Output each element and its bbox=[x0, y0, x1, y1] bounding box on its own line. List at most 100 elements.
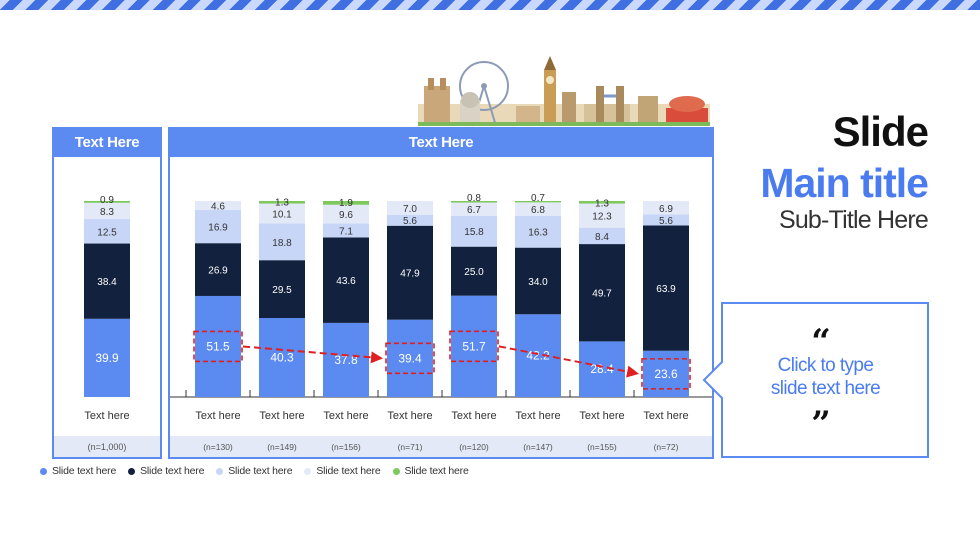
highlight-box-3 bbox=[385, 342, 435, 375]
category-label-4: Text here bbox=[451, 410, 496, 422]
legend-item-0: Slide text here bbox=[40, 464, 116, 478]
bar-3-segment-0 bbox=[387, 319, 433, 397]
bar-6-label-1: 49.7 bbox=[592, 289, 612, 300]
bar-2-label-3: 9.6 bbox=[339, 210, 353, 221]
bar-4-segment-2 bbox=[451, 215, 497, 247]
category-label-2: Text here bbox=[323, 410, 368, 422]
legend-swatch-4 bbox=[392, 467, 400, 475]
open-quote-icon: “ bbox=[811, 322, 831, 362]
bar-0-segment-2 bbox=[195, 210, 241, 244]
left-bar-segment-1 bbox=[84, 243, 130, 319]
legend-item-2: Slide text here bbox=[216, 464, 293, 478]
bar-2-segment-1 bbox=[323, 237, 369, 323]
bar-6-label-3: 12.3 bbox=[592, 212, 612, 223]
bar-5-segment-2 bbox=[515, 215, 561, 248]
left-bar-label-1: 38.4 bbox=[97, 277, 117, 288]
left-panel-header: Text Here bbox=[54, 129, 160, 157]
left-chart-panel: Text Here bbox=[52, 127, 162, 459]
bar-5-segment-0 bbox=[515, 314, 561, 397]
bar-2-label-1: 43.6 bbox=[336, 276, 356, 287]
category-label-3: Text here bbox=[387, 410, 432, 422]
legend-label-2: Slide text here bbox=[228, 465, 293, 477]
category-label-1: Text here bbox=[259, 410, 304, 422]
bar-1-label-4: 1.3 bbox=[275, 197, 289, 208]
trend-arrow-1 bbox=[498, 345, 640, 378]
bar-2-label-2: 7.1 bbox=[339, 226, 353, 237]
bar-1-segment-3 bbox=[259, 203, 305, 224]
bar-2-segment-2 bbox=[323, 223, 369, 238]
category-label-6: Text here bbox=[579, 410, 624, 422]
bar-1-segment-0 bbox=[259, 318, 305, 397]
legend-item-1: Slide text here bbox=[128, 464, 204, 478]
main-title: Main title bbox=[760, 160, 929, 206]
bar-7-label-3: 6.9 bbox=[659, 204, 673, 215]
highlight-box-7 bbox=[641, 358, 691, 390]
left-bar-label-2: 12.5 bbox=[97, 227, 117, 238]
bar-1-label-3: 10.1 bbox=[272, 209, 292, 220]
bar-3-segment-2 bbox=[387, 214, 433, 226]
left-n-label: (n=1,000) bbox=[88, 442, 127, 452]
bar-7-label-0: 23.6 bbox=[654, 367, 678, 381]
slide-title: Slide bbox=[832, 108, 929, 155]
bar-5-label-4: 0.7 bbox=[531, 193, 545, 204]
bar-6-label-4: 1.3 bbox=[595, 198, 609, 209]
callout-text[interactable]: Click to type slide text here bbox=[722, 354, 929, 400]
bar-6-segment-2 bbox=[579, 227, 625, 245]
n-label-5: (n=147) bbox=[523, 442, 553, 452]
highlight-box-4 bbox=[449, 330, 499, 363]
bar-7-label-2: 5.6 bbox=[659, 216, 673, 227]
bar-1-segment-4 bbox=[259, 201, 305, 204]
bar-1-label-0: 40.3 bbox=[270, 351, 294, 365]
legend-swatch-2 bbox=[216, 467, 224, 475]
bar-4-label-1: 25.0 bbox=[464, 267, 484, 278]
n-label-2: (n=156) bbox=[331, 442, 361, 452]
legend-swatch-3 bbox=[304, 467, 312, 475]
bar-3-segment-1 bbox=[387, 225, 433, 320]
bar-4-label-4: 0.8 bbox=[467, 193, 481, 204]
n-label-0: (n=130) bbox=[203, 442, 233, 452]
legend-item-4: Slide text here bbox=[392, 464, 469, 478]
bar-4-label-0: 51.7 bbox=[462, 339, 486, 353]
left-category-label: Text here bbox=[84, 410, 129, 422]
bar-2-segment-0 bbox=[323, 322, 369, 397]
bar-6-segment-1 bbox=[579, 244, 625, 342]
close-quote-icon: ” bbox=[811, 404, 831, 444]
left-n-strip bbox=[54, 436, 160, 457]
n-label-6: (n=155) bbox=[587, 442, 617, 452]
main-n-strip bbox=[170, 436, 712, 457]
bar-1-label-2: 18.8 bbox=[272, 238, 292, 249]
callout-text-line-2: slide text here bbox=[770, 378, 881, 399]
bar-6-segment-4 bbox=[579, 201, 625, 204]
bar-1-segment-2 bbox=[259, 223, 305, 261]
bar-6-label-2: 8.4 bbox=[595, 232, 609, 243]
left-bar-segment-2 bbox=[84, 219, 130, 244]
bar-0-segment-3 bbox=[195, 201, 241, 211]
bar-2-segment-3 bbox=[323, 204, 369, 224]
callout-text-line-1: Click to type bbox=[777, 355, 874, 376]
bar-7-segment-3 bbox=[643, 201, 689, 215]
legend-swatch-1 bbox=[128, 467, 136, 475]
left-bar-label-4: 0.9 bbox=[100, 195, 114, 206]
bar-0-label-1: 26.9 bbox=[208, 266, 228, 277]
main-panel-header: Text Here bbox=[170, 129, 712, 157]
sub-title: Sub-Title Here bbox=[778, 206, 929, 234]
bar-7-segment-1 bbox=[643, 225, 689, 351]
bar-3-label-3: 7.0 bbox=[403, 204, 417, 215]
bar-5-segment-1 bbox=[515, 247, 561, 315]
legend-label-0: Slide text here bbox=[52, 465, 117, 477]
bar-2-label-0: 37.8 bbox=[334, 353, 358, 367]
legend-swatch-0 bbox=[40, 467, 47, 475]
bar-5-label-3: 6.8 bbox=[531, 205, 545, 216]
callout-box bbox=[702, 302, 929, 458]
bar-3-label-1: 47.9 bbox=[400, 269, 420, 280]
highlight-box-0 bbox=[193, 330, 243, 363]
trend-arrow-0 bbox=[242, 345, 384, 364]
n-label-3: (n=71) bbox=[398, 442, 423, 452]
bar-2-segment-4 bbox=[323, 201, 369, 205]
bar-4-segment-0 bbox=[451, 295, 497, 397]
bar-3-label-0: 39.4 bbox=[398, 351, 422, 365]
legend-label-4: Slide text here bbox=[404, 465, 469, 477]
bar-0-label-3: 4.6 bbox=[211, 202, 225, 213]
bar-2-label-4: 1.9 bbox=[339, 198, 353, 209]
category-label-0: Text here bbox=[195, 410, 240, 422]
